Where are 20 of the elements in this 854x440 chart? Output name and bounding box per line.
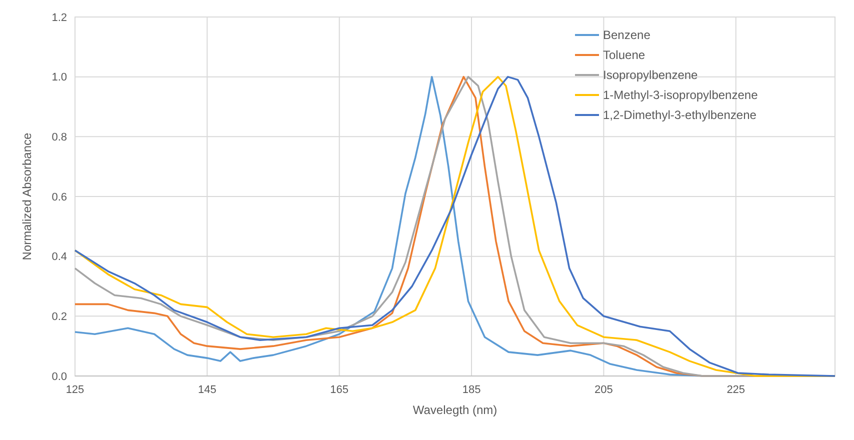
y-tick-label: 0.2	[52, 311, 67, 324]
legend-label: Toluene	[603, 48, 646, 62]
x-tick-label: 185	[462, 384, 481, 396]
y-tick-label: 1.2	[52, 12, 67, 24]
y-tick-label: 0.6	[52, 191, 67, 204]
legend-label: 1,2-Dimethyl-3-ethylbenzene	[603, 108, 757, 122]
x-tick-label: 225	[726, 384, 746, 396]
y-tick-label: 0.0	[52, 370, 67, 383]
legend-label: 1-Methyl-3-isopropylbenzene	[603, 88, 758, 102]
x-axis-title: Wavelegth (nm)	[412, 403, 498, 417]
y-tick-label: 0.4	[52, 251, 67, 264]
y-axis-title: Normalized Absorbance	[20, 132, 34, 260]
legend-label: Isopropylbenzene	[603, 68, 698, 82]
x-tick-label: 165	[330, 384, 349, 396]
x-tick-label: 205	[594, 384, 613, 396]
y-tick-label: 0.8	[52, 132, 67, 144]
y-tick-label: 1.0	[52, 72, 67, 84]
x-tick-label: 145	[198, 384, 216, 396]
x-tick-label: 125	[66, 384, 84, 396]
legend-label: Benzene	[603, 28, 651, 42]
